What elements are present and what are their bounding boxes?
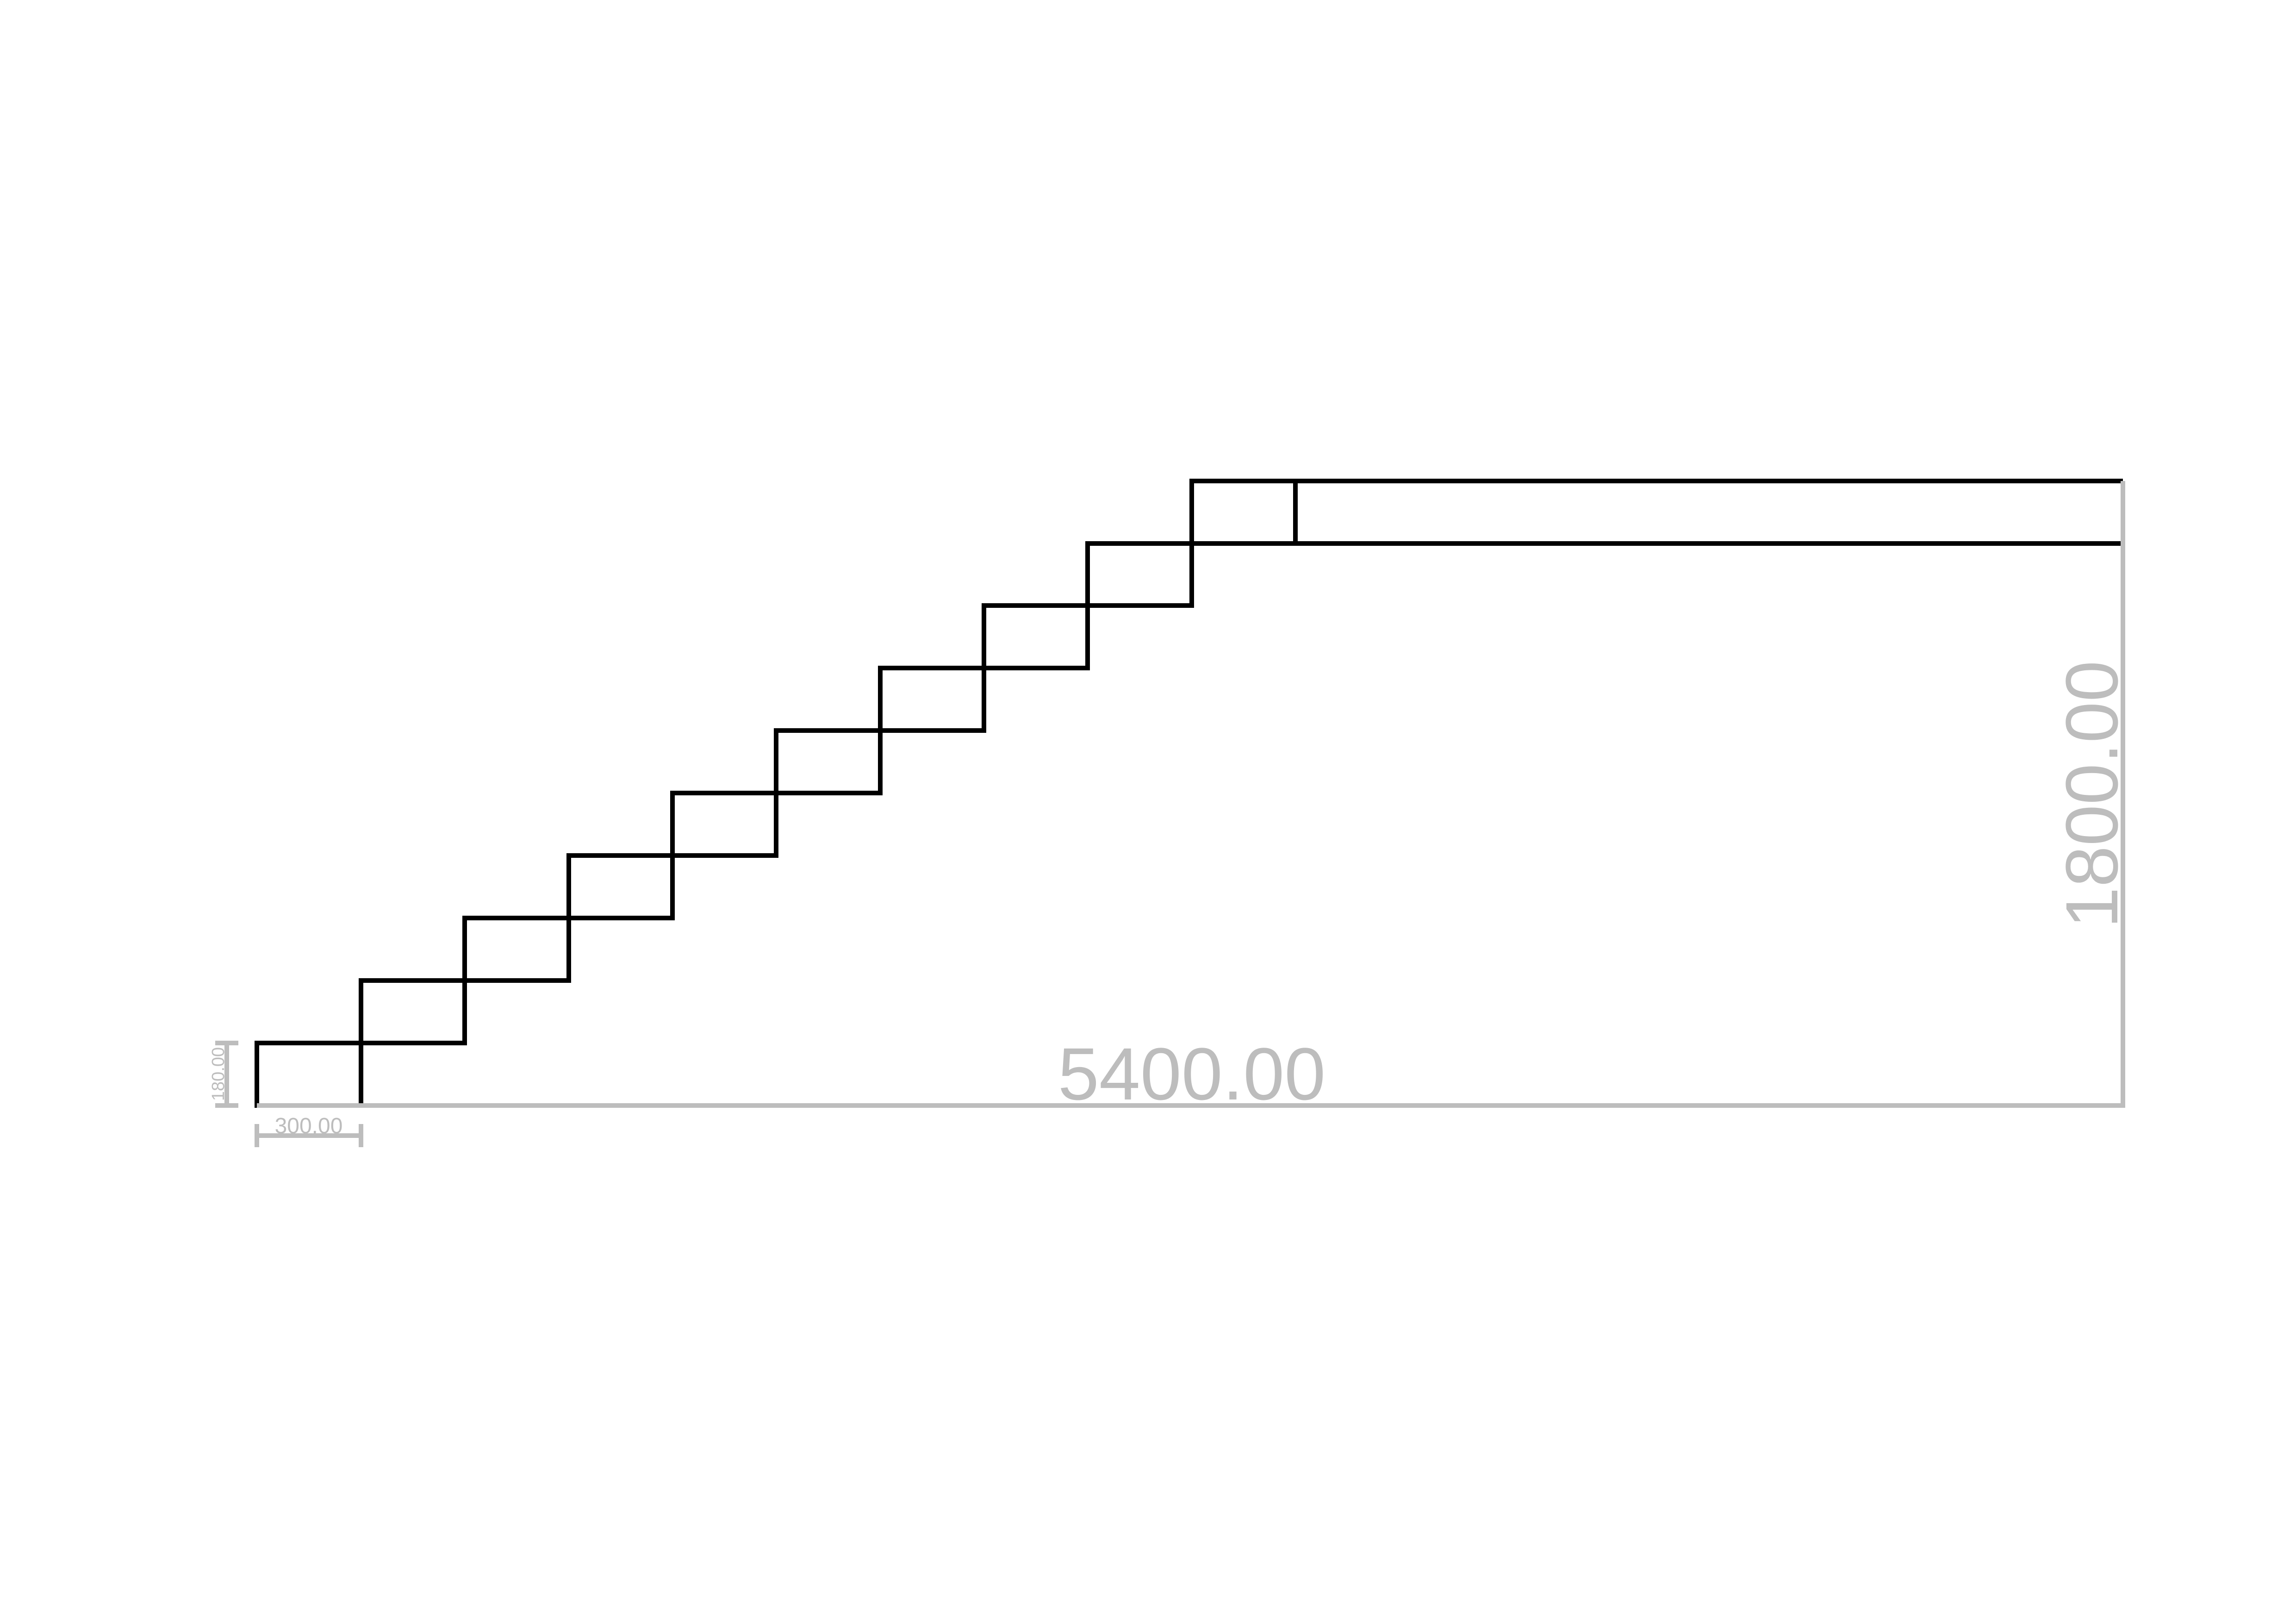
total-rise-label: 1800.00: [2050, 661, 2133, 928]
dimension-annotations: 5400.00 1800.00 300.00 180.00: [209, 481, 2133, 1147]
total-run-label: 5400.00: [1058, 1032, 1325, 1115]
tread-depth-dimension: 300.00: [255, 1114, 363, 1147]
stair-lower-profile: [359, 479, 1298, 1108]
tread-depth-label: 300.00: [275, 1114, 343, 1138]
stair-upper-profile: [255, 479, 2123, 1108]
stair-geometry: [255, 479, 2123, 1108]
riser-height-label: 180.00: [209, 1047, 228, 1101]
riser-height-dimension: 180.00: [209, 1041, 238, 1108]
